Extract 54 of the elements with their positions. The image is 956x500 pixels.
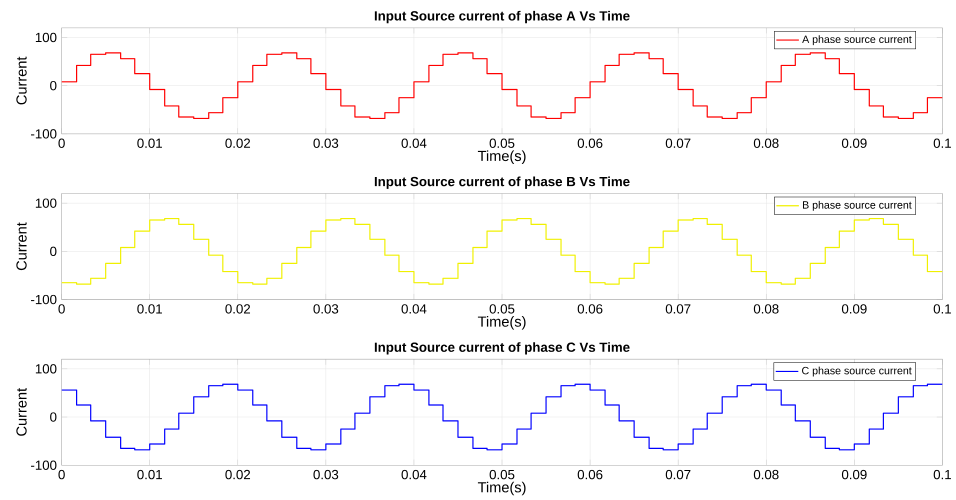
x-tick-label: 0.08 xyxy=(754,138,779,148)
y-tick-label: 0 xyxy=(50,246,56,256)
x-tick-label: 0.09 xyxy=(842,304,867,314)
x-tick-label: 0.01 xyxy=(137,304,162,314)
x-tick-label: 0.03 xyxy=(313,304,338,314)
y-tick-label: 100 xyxy=(36,364,56,374)
x-tick-label: 0 xyxy=(58,470,65,480)
x-tick-label: 0.03 xyxy=(313,470,338,480)
legend-label: B phase source current xyxy=(802,201,912,211)
x-tick-label: 0.1 xyxy=(934,138,951,148)
x-tick-label: 0.01 xyxy=(137,470,162,480)
x-tick-label: 0.02 xyxy=(225,304,250,314)
x-tick-label: 0.02 xyxy=(225,138,250,148)
x-tick-label: 0.1 xyxy=(934,470,951,480)
y-tick-label: -100 xyxy=(31,460,56,470)
chart-title: Input Source current of phase A Vs Time xyxy=(374,10,630,24)
x-tick-label: 0.05 xyxy=(490,138,514,148)
x-tick-label: 0.09 xyxy=(842,138,867,148)
legend-label: C phase source current xyxy=(802,366,912,377)
x-tick-label: 0.08 xyxy=(754,470,779,480)
x-tick-label: 0.02 xyxy=(225,470,250,480)
x-tick-label: 0.09 xyxy=(842,470,867,480)
y-tick-label: 0 xyxy=(50,81,56,90)
y-tick-label: -100 xyxy=(31,129,56,139)
x-tick-label: 0.07 xyxy=(666,138,690,148)
x-tick-label: 0.04 xyxy=(402,304,426,314)
legend-label: A phase source current xyxy=(802,35,912,46)
chart-title: Input Source current of phase B Vs Time xyxy=(374,176,630,190)
x-tick-label: 0.01 xyxy=(137,138,162,148)
x-axis-title: Time(s) xyxy=(478,482,526,496)
x-tick-label: 0.06 xyxy=(578,304,602,314)
y-tick-label: 100 xyxy=(36,198,56,208)
x-tick-label: 0.05 xyxy=(490,470,514,480)
x-axis-title: Time(s) xyxy=(478,150,526,164)
x-tick-label: 0 xyxy=(58,304,65,314)
y-tick-label: 100 xyxy=(36,32,56,42)
x-tick-label: 0.07 xyxy=(666,304,690,314)
x-tick-label: 0.1 xyxy=(934,304,951,314)
y-axis-title: Current xyxy=(16,388,27,436)
x-tick-label: 0.06 xyxy=(578,470,602,480)
x-tick-label: 0.03 xyxy=(313,138,338,148)
x-tick-label: 0.07 xyxy=(666,470,690,480)
y-axis-title: Current xyxy=(16,56,27,105)
y-tick-label: -100 xyxy=(31,294,56,304)
x-tick-label: 0.06 xyxy=(578,138,602,148)
chart-title: Input Source current of phase C Vs Time xyxy=(374,342,630,355)
x-tick-label: 0.05 xyxy=(490,304,514,314)
x-tick-label: 0.04 xyxy=(402,138,426,148)
x-tick-label: 0.08 xyxy=(754,304,779,314)
y-axis-title: Current xyxy=(16,222,27,270)
x-tick-label: 0 xyxy=(58,138,65,148)
x-axis-title: Time(s) xyxy=(478,316,526,330)
x-tick-label: 0.04 xyxy=(402,470,426,480)
y-tick-label: 0 xyxy=(50,412,56,422)
